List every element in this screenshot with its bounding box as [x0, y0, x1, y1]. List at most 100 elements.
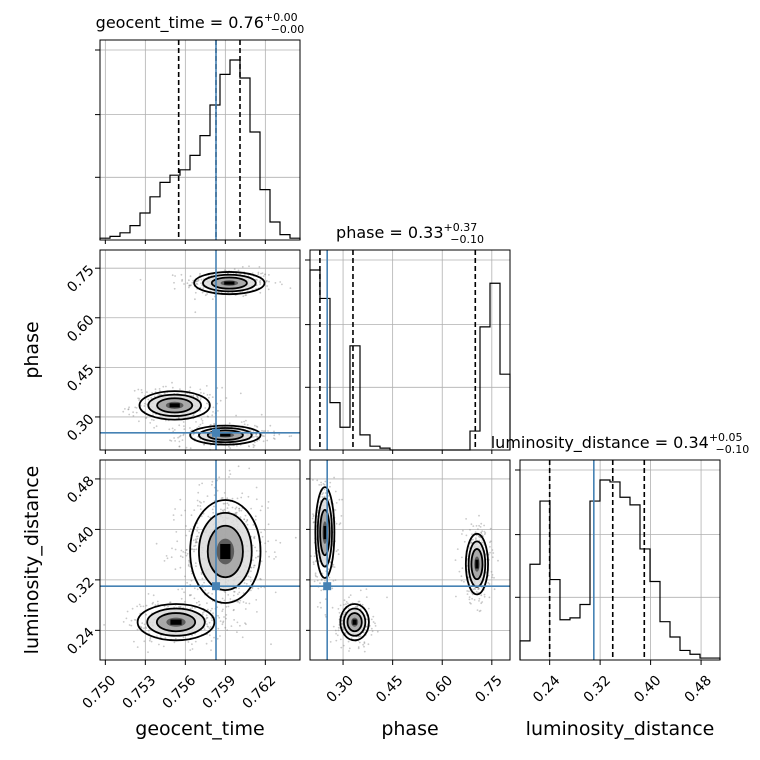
sample-point [493, 576, 495, 579]
x-tick-label: 0.24 [530, 673, 563, 706]
sample-point [195, 601, 198, 604]
sample-point [225, 605, 228, 608]
sample-point [339, 522, 342, 525]
sample-point [159, 636, 162, 639]
sample-point [166, 557, 169, 560]
sample-point [376, 630, 379, 633]
y-tick-label: 0.40 [64, 524, 97, 557]
sample-point [312, 563, 315, 566]
sample-point [491, 576, 493, 579]
sample-point [491, 556, 494, 559]
truth-marker [212, 582, 220, 591]
sample-point [194, 607, 196, 609]
sample-point [314, 560, 317, 563]
sample-point [324, 598, 327, 600]
sample-point [475, 537, 477, 539]
sample-point [136, 646, 139, 648]
sample-point [268, 555, 270, 558]
sample-point [211, 298, 214, 300]
sample-point [183, 428, 186, 430]
contour-line [346, 612, 363, 633]
sample-point [212, 511, 215, 514]
sample-point [188, 279, 190, 282]
sample-point [201, 613, 204, 616]
sample-point [245, 294, 248, 296]
sample-point [189, 607, 192, 610]
sample-point [463, 540, 466, 543]
sample-point [255, 599, 258, 601]
sample-point [174, 637, 177, 640]
sample-point [262, 440, 265, 443]
density-peak [224, 281, 235, 285]
contour-line [138, 390, 211, 421]
sample-point [320, 589, 323, 592]
sample-point [238, 507, 241, 510]
sample-point [332, 565, 334, 568]
sample-point [348, 650, 350, 652]
sample-point [320, 579, 323, 581]
sample-point [192, 548, 195, 551]
sample-point [218, 476, 221, 479]
panel-border [309, 249, 511, 451]
sample-point [195, 280, 198, 282]
sample-point [256, 426, 259, 428]
sample-point [290, 435, 293, 437]
sample-point [468, 598, 471, 601]
sample-point [181, 588, 184, 590]
sample-point [237, 465, 240, 468]
sample-point [264, 273, 266, 276]
sample-point [268, 280, 270, 283]
sample-point [365, 588, 368, 590]
sample-point [125, 617, 128, 620]
sample-point [478, 536, 481, 538]
sample-point [323, 488, 326, 491]
sample-point [124, 408, 126, 410]
sample-point [249, 576, 252, 579]
sample-point [491, 549, 494, 551]
sample-point [370, 618, 373, 621]
sample-point [194, 640, 197, 643]
sample-point [174, 440, 177, 442]
sample-point [199, 423, 202, 426]
sample-point [144, 626, 147, 629]
sample-point [333, 566, 336, 568]
sample-point [267, 523, 270, 526]
sample-point [341, 619, 344, 622]
y-tick-label: 0.30 [64, 411, 97, 444]
sample-point [177, 417, 180, 419]
sample-point [228, 469, 231, 472]
sample-point [259, 279, 262, 282]
sample-point [217, 615, 220, 617]
sample-point [348, 596, 350, 599]
sample-point [274, 591, 277, 594]
sample-point [150, 397, 153, 399]
sample-point [126, 610, 129, 613]
sample-point [185, 525, 187, 527]
sample-point [189, 649, 192, 651]
sample-point [190, 514, 193, 517]
y-axis-label-luminosity_distance: luminosity_distance [21, 466, 43, 655]
sample-point [183, 591, 186, 594]
sample-point [236, 497, 239, 500]
sample-point [190, 594, 193, 596]
sample-point [200, 571, 203, 574]
sample-point [238, 602, 241, 604]
sample-point [228, 445, 230, 448]
sample-point [255, 498, 258, 501]
sample-point [470, 542, 473, 544]
density-peak [169, 403, 180, 408]
sample-point [357, 635, 360, 638]
contour-line [470, 548, 484, 581]
panel-border [309, 459, 511, 661]
sample-point [481, 601, 484, 603]
sample-point [133, 389, 136, 392]
sample-point [147, 651, 149, 654]
sample-point [151, 602, 154, 605]
sample-point [216, 387, 219, 389]
sample-point [198, 425, 200, 428]
sample-point [357, 647, 360, 650]
sample-point [227, 504, 230, 506]
sample-point [204, 294, 207, 297]
sample-point [143, 627, 145, 630]
sample-point [211, 607, 213, 610]
